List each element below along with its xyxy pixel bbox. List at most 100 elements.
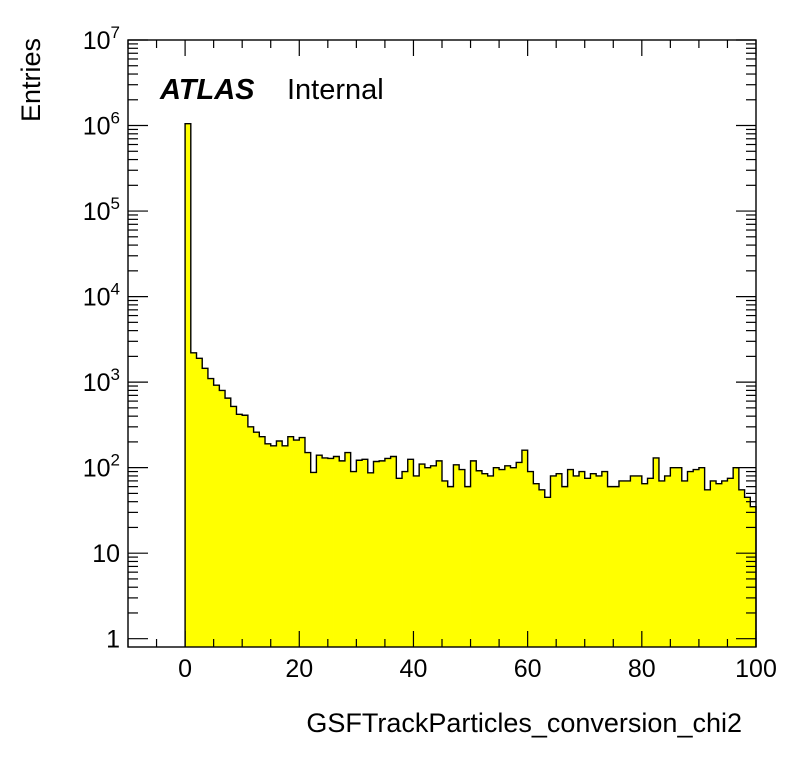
- histogram-bar: [516, 462, 523, 647]
- histogram-bar: [579, 471, 586, 647]
- histogram-bar: [567, 469, 574, 647]
- histogram-bar: [733, 467, 740, 647]
- internal-label: Internal: [287, 74, 384, 106]
- histogram-bar: [207, 378, 215, 647]
- histogram-bar: [630, 475, 637, 647]
- histogram-bar: [327, 458, 334, 647]
- histogram-bar: [676, 467, 683, 647]
- histogram-bar: [316, 455, 323, 647]
- histogram-bar: [561, 486, 568, 647]
- histogram-bar: [704, 489, 711, 647]
- y-tick-label: 102: [83, 451, 120, 483]
- histogram-bar: [556, 473, 563, 647]
- histogram-bar: [282, 445, 289, 647]
- x-tick-label: 80: [628, 655, 656, 683]
- histogram-bar: [299, 437, 306, 647]
- x-tick-label: 20: [285, 655, 313, 683]
- histogram-bar: [265, 443, 272, 647]
- y-tick-label: 107: [83, 23, 120, 55]
- histogram-bar: [459, 469, 466, 647]
- histogram-bar: [658, 480, 666, 647]
- histogram-bar: [721, 480, 728, 647]
- x-axis-ticks: [127, 40, 757, 647]
- histogram-bar: [185, 123, 192, 648]
- histogram-bar: [350, 471, 357, 647]
- histogram-bar: [584, 478, 591, 647]
- histogram-bar: [442, 480, 449, 647]
- histogram-bar: [687, 471, 694, 647]
- histogram-bar: [750, 506, 757, 647]
- x-tick-label: 40: [400, 655, 428, 683]
- histogram-bar: [310, 472, 317, 647]
- histogram-bar: [196, 358, 203, 647]
- histogram-bar: [384, 458, 392, 647]
- x-axis-title: GSFTrackParticles_conversion_chi2: [306, 708, 742, 738]
- histogram-bar: [481, 473, 489, 647]
- histogram-bar: [504, 465, 511, 647]
- histogram-bar: [419, 464, 426, 647]
- histogram-bar: [550, 475, 557, 647]
- histogram-bar: [362, 459, 369, 647]
- x-tick-label: 100: [735, 655, 777, 683]
- histogram-bar: [470, 460, 477, 647]
- histogram-bar: [379, 460, 386, 647]
- histogram-bar: [407, 459, 414, 647]
- histogram-bar: [202, 368, 209, 647]
- histogram-bar: [213, 385, 220, 647]
- histogram-bar: [670, 467, 677, 647]
- histogram-outline: [184, 123, 757, 647]
- histogram-bar: [476, 470, 483, 647]
- histogram-bar: [339, 460, 346, 647]
- histogram-bar: [259, 436, 266, 647]
- histogram-bar: [242, 415, 249, 647]
- histogram-bar: [590, 473, 597, 647]
- histogram-bar: [430, 465, 437, 647]
- histogram-bar: [487, 475, 494, 647]
- histogram-bar: [219, 390, 226, 647]
- histogram-bar: [698, 467, 706, 647]
- histogram-bar: [402, 471, 409, 647]
- histogram-bar: [681, 480, 688, 647]
- histogram-bar: [601, 471, 608, 647]
- histogram-bar: [333, 456, 340, 647]
- histogram-bar: [533, 483, 540, 647]
- x-tick-labels: 0 20 40 60 80 100: [178, 655, 777, 683]
- histogram-bar: [607, 486, 614, 647]
- histogram-bar: [453, 464, 460, 647]
- histogram-bar: [573, 475, 580, 647]
- histogram-bar: [436, 460, 443, 647]
- y-tick-label: 106: [83, 109, 120, 141]
- histogram-bar: [499, 469, 506, 647]
- histogram-bar: [344, 452, 352, 647]
- histogram-bar: [424, 467, 431, 647]
- histogram-bar: [396, 478, 403, 647]
- histogram-bar: [247, 426, 254, 647]
- histogram-bar: [390, 456, 397, 647]
- histogram-bar: [276, 440, 283, 647]
- histogram-bar: [225, 398, 232, 647]
- histogram-bar: [447, 486, 454, 647]
- histogram-bar: [727, 478, 734, 647]
- histogram-bar: [664, 475, 671, 647]
- y-tick-labels: 1 10 102 103 104 105 106 107: [83, 23, 120, 654]
- y-tick-label: 1: [106, 626, 120, 654]
- histogram-bar: [521, 450, 529, 647]
- histogram-bar: [230, 406, 237, 647]
- x-tick-label: 0: [178, 655, 192, 683]
- histogram-bar: [322, 457, 329, 647]
- histogram-bar: [613, 486, 620, 647]
- histogram-bar: [236, 414, 243, 647]
- histogram-bar: [653, 457, 660, 647]
- histogram-bar: [253, 432, 260, 647]
- histogram-bar: [293, 440, 300, 647]
- histogram-bar: [190, 352, 197, 647]
- histogram-bar: [693, 469, 700, 647]
- histogram-bars: [185, 123, 757, 648]
- histogram-bar: [641, 483, 648, 647]
- histogram-bar: [710, 480, 717, 647]
- histogram-bar: [413, 475, 420, 647]
- y-axis-title: Entries: [16, 38, 46, 122]
- histogram-bar: [624, 480, 631, 647]
- histogram-bar: [510, 467, 517, 647]
